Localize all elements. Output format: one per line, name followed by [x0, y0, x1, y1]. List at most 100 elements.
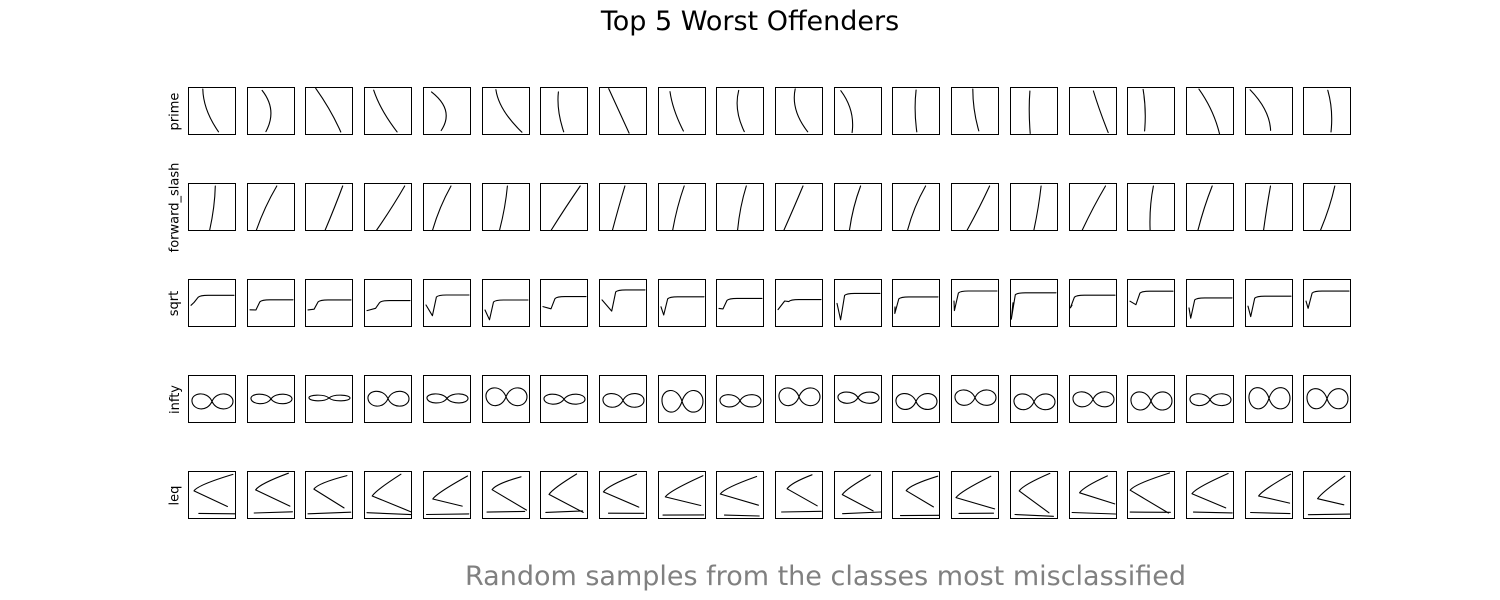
sample-cell-sqrt: [658, 279, 706, 327]
sample-cell-forward-slash: [482, 183, 530, 231]
sample-cell-prime: [892, 87, 940, 135]
sample-cell-prime: [716, 87, 764, 135]
handwritten-symbol-image: [895, 393, 938, 410]
handwritten-symbol-image: [485, 387, 528, 407]
handwritten-symbol-image: [1188, 297, 1233, 319]
handwritten-symbol-image: [209, 185, 216, 230]
handwritten-symbol-image: [324, 185, 344, 230]
handwritten-symbol-image: [255, 185, 278, 230]
handwritten-symbol-image: [1142, 88, 1146, 132]
handwritten-symbol-image: [1072, 391, 1115, 408]
sample-cell-leq: [540, 471, 588, 519]
sample-cell-leq: [1010, 471, 1058, 519]
sample-cell-infty: [716, 375, 764, 423]
sample-cell-sqrt: [1010, 279, 1058, 327]
sample-cell-infty: [423, 375, 471, 423]
sample-cell-infty: [247, 375, 295, 423]
handwritten-symbol-image: [848, 185, 862, 230]
sample-cell-forward-slash: [658, 183, 706, 231]
figure-title: Top 5 Worst Offenders: [600, 6, 900, 37]
handwritten-symbol-image: [1071, 475, 1116, 515]
sample-cell-leq: [1127, 471, 1175, 519]
sample-cell-infty: [1245, 375, 1293, 423]
handwritten-symbol-image: [1263, 185, 1272, 230]
handwritten-symbol-image: [608, 88, 630, 134]
handwritten-symbol-image: [307, 475, 352, 515]
handwritten-symbol-image: [841, 474, 881, 515]
handwritten-symbol-image: [1011, 292, 1057, 320]
handwritten-symbol-image: [718, 297, 763, 310]
handwritten-symbol-image: [972, 88, 980, 132]
sample-cell-leq: [892, 471, 940, 519]
sample-cell-infty: [658, 375, 706, 423]
sample-cell-sqrt: [482, 279, 530, 327]
sample-cell-infty: [1069, 375, 1117, 423]
sample-cell-infty: [599, 375, 647, 423]
sample-cell-sqrt: [1245, 279, 1293, 327]
sample-cell-prime: [423, 87, 471, 135]
sample-cell-forward-slash: [1303, 183, 1351, 231]
handwritten-symbol-image: [307, 299, 352, 311]
sample-cell-infty: [305, 375, 353, 423]
handwritten-symbol-image: [250, 393, 293, 405]
sample-cell-sqrt: [423, 279, 471, 327]
row-label-text: sqrt: [167, 290, 183, 316]
row-label-forward-slash: forward_slash: [160, 162, 190, 252]
handwritten-symbol-image: [1250, 473, 1292, 515]
sample-cell-infty: [834, 375, 882, 423]
sample-cell-prime: [951, 87, 999, 135]
handwritten-symbol-image: [1197, 185, 1213, 230]
handwritten-symbol-image: [783, 185, 804, 230]
handwritten-symbol-image: [737, 185, 747, 230]
handwritten-symbol-image: [953, 290, 998, 312]
sample-cell-leq: [599, 471, 647, 519]
handwritten-symbol-image: [202, 88, 220, 133]
sample-cell-leq: [247, 471, 295, 519]
sample-cell-leq: [1186, 471, 1234, 519]
handwritten-symbol-image: [781, 474, 822, 513]
handwritten-symbol-image: [253, 472, 293, 514]
handwritten-symbol-image: [602, 473, 645, 514]
handwritten-symbol-image: [719, 394, 762, 408]
handwritten-symbol-image: [1198, 88, 1221, 134]
sample-cell-leq: [188, 471, 236, 519]
sample-cell-leq: [775, 471, 823, 519]
handwritten-symbol-image: [557, 91, 565, 133]
sample-cell-leq: [364, 471, 412, 519]
sample-cell-sqrt: [1303, 279, 1351, 327]
handwritten-symbol-image: [899, 475, 939, 517]
handwritten-symbol-image: [543, 393, 586, 405]
handwritten-symbol-image: [190, 294, 235, 306]
sample-cell-infty: [1186, 375, 1234, 423]
handwritten-symbol-image: [430, 91, 447, 132]
handwritten-symbol-image: [955, 475, 996, 514]
sample-cell-sqrt: [364, 279, 412, 327]
sample-cell-sqrt: [1127, 279, 1175, 327]
handwritten-symbol-image: [1320, 185, 1336, 230]
handwritten-symbol-image: [907, 185, 927, 230]
handwritten-symbol-image: [373, 89, 398, 133]
sample-cell-forward-slash: [599, 183, 647, 231]
handwritten-symbol-image: [1014, 472, 1054, 517]
handwritten-symbol-image: [261, 89, 272, 133]
handwritten-symbol-image: [499, 185, 508, 230]
handwritten-symbol-image: [914, 89, 918, 133]
sample-cell-leq: [716, 471, 764, 519]
sample-cell-forward-slash: [188, 183, 236, 231]
handwritten-symbol-image: [1130, 391, 1173, 411]
sample-cell-sqrt: [1186, 279, 1234, 327]
sample-cell-forward-slash: [1127, 183, 1175, 231]
sample-cell-prime: [599, 87, 647, 135]
sample-cell-prime: [247, 87, 295, 135]
sample-cell-prime: [1010, 87, 1058, 135]
handwritten-symbol-image: [1305, 290, 1350, 309]
sample-cell-forward-slash: [540, 183, 588, 231]
sample-cell-infty: [1010, 375, 1058, 423]
sample-cell-prime: [1245, 87, 1293, 135]
sample-cell-leq: [951, 471, 999, 519]
handwritten-symbol-image: [662, 475, 705, 516]
sample-cell-prime: [540, 87, 588, 135]
sample-cell-prime: [775, 87, 823, 135]
handwritten-symbol-image: [191, 393, 234, 410]
sample-cell-forward-slash: [305, 183, 353, 231]
